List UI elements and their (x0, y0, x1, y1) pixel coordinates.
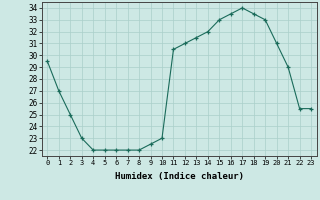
X-axis label: Humidex (Indice chaleur): Humidex (Indice chaleur) (115, 172, 244, 181)
